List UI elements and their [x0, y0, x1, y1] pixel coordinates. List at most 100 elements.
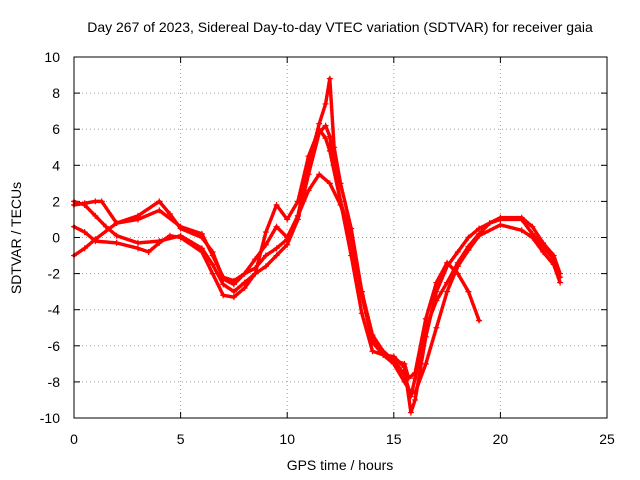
- data-point: [284, 216, 291, 223]
- data-point: [156, 198, 163, 205]
- data-point: [294, 212, 301, 219]
- data-point: [284, 234, 291, 241]
- data-point: [273, 202, 280, 209]
- data-point: [422, 315, 429, 322]
- data-point: [198, 234, 205, 241]
- data-point: [476, 317, 483, 324]
- data-point: [273, 252, 280, 259]
- data-point: [557, 274, 564, 281]
- data-point: [230, 294, 237, 301]
- data-point: [369, 339, 376, 346]
- data-point: [102, 223, 109, 230]
- data-point: [230, 288, 237, 295]
- data-point: [134, 239, 141, 246]
- data-point: [177, 234, 184, 241]
- data-point: [252, 256, 259, 263]
- data-point: [113, 220, 120, 227]
- data-point: [230, 281, 237, 288]
- data-point: [166, 232, 173, 239]
- data-point: [444, 279, 451, 286]
- data-point: [407, 409, 414, 416]
- data-point: [252, 270, 259, 277]
- data-point: [92, 212, 99, 219]
- data-point: [92, 238, 99, 245]
- data-series-3: [71, 126, 564, 400]
- axis-ticks: [73, 56, 608, 419]
- x-tick-label: 0: [70, 431, 78, 447]
- data-point: [113, 239, 120, 246]
- data-point: [390, 357, 397, 364]
- data-point: [454, 270, 461, 277]
- data-point: [518, 216, 525, 223]
- chart-title: Day 267 of 2023, Sidereal Day-to-day VTE…: [87, 19, 593, 35]
- y-tick-label: -10: [40, 410, 60, 426]
- x-axis-label: GPS time / hours: [287, 457, 394, 473]
- data-point: [540, 248, 547, 255]
- data-point: [220, 292, 227, 299]
- data-point: [177, 225, 184, 232]
- data-point: [529, 223, 536, 230]
- data-point: [405, 375, 412, 382]
- data-point: [156, 239, 163, 246]
- data-point: [358, 310, 365, 317]
- data-point: [380, 351, 387, 358]
- data-point: [166, 211, 173, 218]
- data-point: [92, 198, 99, 205]
- data-point: [220, 281, 227, 288]
- data-point: [156, 207, 163, 214]
- data-point: [209, 261, 216, 268]
- y-tick-label: 0: [52, 230, 60, 246]
- data-point: [465, 243, 472, 250]
- data-series-group: [71, 75, 564, 416]
- x-tick-label: 25: [599, 431, 615, 447]
- data-point: [497, 216, 504, 223]
- x-tick-label: 5: [177, 431, 185, 447]
- data-point: [209, 248, 216, 255]
- data-point: [433, 279, 440, 286]
- y-tick-label: -4: [48, 302, 61, 318]
- y-axis-label: SDTVAR / TECUs: [8, 182, 24, 294]
- y-tick-label: -2: [48, 266, 61, 282]
- x-tick-labels: 0 5 10 15 20 25: [70, 431, 615, 447]
- data-point: [322, 135, 329, 142]
- y-tick-label: 6: [52, 121, 60, 137]
- data-point: [262, 241, 269, 248]
- data-point: [273, 223, 280, 230]
- data-point: [557, 279, 564, 286]
- data-point: [262, 229, 269, 236]
- data-point: [476, 230, 483, 237]
- data-point: [305, 187, 312, 194]
- data-point: [518, 227, 525, 234]
- y-tick-label: -6: [48, 338, 61, 354]
- data-point: [241, 270, 248, 277]
- x-tick-label: 15: [386, 431, 402, 447]
- data-point: [81, 245, 88, 252]
- plot-frame: [73, 56, 608, 419]
- data-point: [262, 252, 269, 259]
- data-point: [465, 288, 472, 295]
- data-point: [98, 198, 105, 205]
- data-point: [134, 212, 141, 219]
- data-series-2: [71, 75, 564, 416]
- data-point: [316, 126, 323, 133]
- data-point: [220, 276, 227, 283]
- grid-lines: [74, 57, 607, 418]
- data-point: [326, 180, 333, 187]
- data-point: [198, 248, 205, 255]
- data-point: [326, 147, 333, 154]
- data-point: [322, 100, 329, 107]
- data-point: [433, 324, 440, 331]
- data-point: [113, 232, 120, 239]
- y-tick-label: -8: [48, 374, 61, 390]
- data-point: [412, 369, 419, 376]
- data-point: [412, 396, 419, 403]
- data-point: [262, 263, 269, 270]
- data-point: [145, 248, 152, 255]
- data-point: [412, 375, 419, 382]
- data-point: [305, 153, 312, 160]
- data-point: [273, 245, 280, 252]
- data-point: [81, 229, 88, 236]
- data-point: [369, 348, 376, 355]
- data-point: [134, 245, 141, 252]
- data-point: [337, 180, 344, 187]
